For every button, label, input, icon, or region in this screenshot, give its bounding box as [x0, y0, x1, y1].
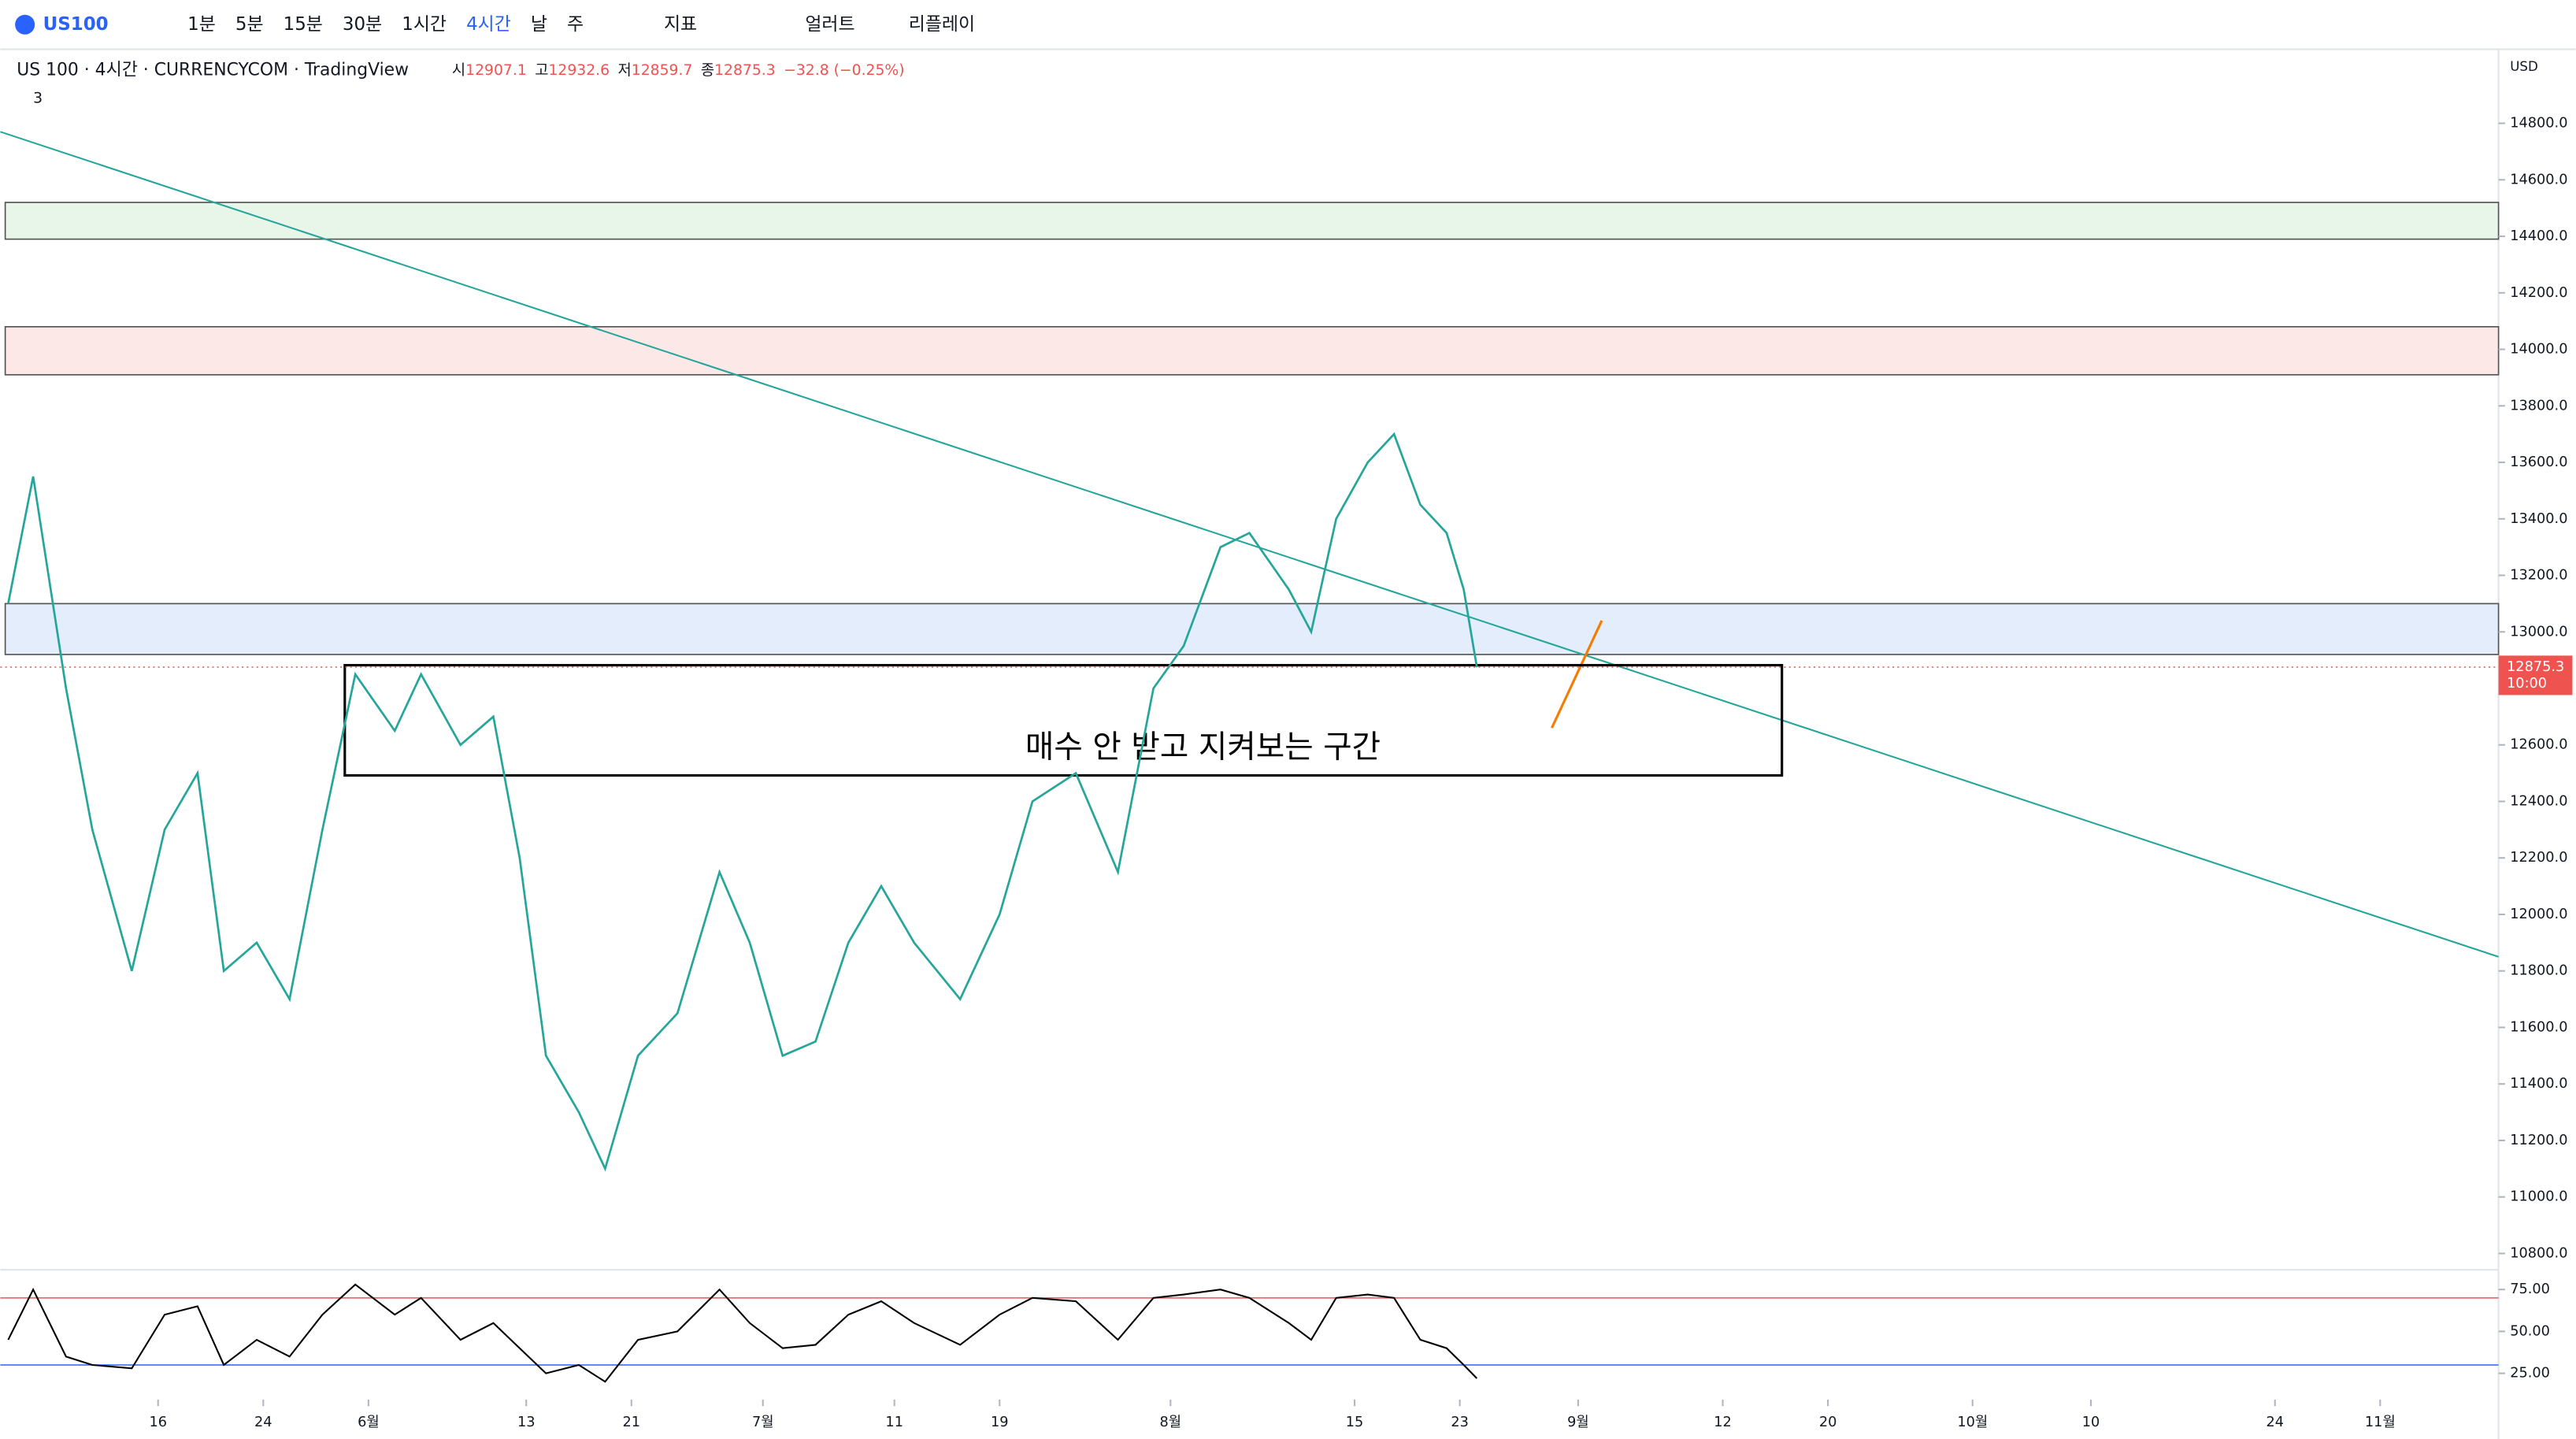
symbol[interactable]: US100	[43, 14, 109, 35]
legend-low: 12859.7	[632, 62, 693, 79]
price-zone	[4, 325, 2500, 376]
y-tick-label: 14800.0	[2510, 116, 2567, 132]
y-tick-label: 11000.0	[2510, 1189, 2567, 1205]
interval-button[interactable]: 5분	[235, 14, 264, 35]
x-tick-label: 20	[1819, 1415, 1837, 1430]
legend-open: 12907.1	[465, 62, 527, 79]
x-tick-label: 7월	[752, 1414, 774, 1430]
y-tick-label: 14200.0	[2510, 285, 2567, 301]
alert-button[interactable]: 얼러트	[805, 14, 854, 35]
y-tick-label: 14000.0	[2510, 342, 2567, 358]
x-tick-label: 23	[1451, 1415, 1469, 1430]
legend-change: −32.8 (−0.25%)	[784, 62, 904, 79]
interval-button[interactable]: 30분	[343, 14, 382, 35]
y-tick-label: 13000.0	[2510, 624, 2567, 640]
y-tick-label: 11600.0	[2510, 1019, 2567, 1035]
interval-button[interactable]: 1시간	[402, 14, 447, 35]
price-line	[7, 432, 1478, 1172]
x-tick-label: 8월	[1160, 1414, 1182, 1430]
legend-close-label: 종	[701, 62, 714, 79]
interval-button[interactable]: 날	[531, 14, 547, 35]
legend-open-label: 시	[452, 62, 465, 79]
x-tick-label: 11	[885, 1415, 903, 1430]
trendline	[0, 131, 2499, 958]
toolbar	[0, 0, 2576, 50]
symbol-icon	[15, 14, 35, 35]
x-tick-label: 9월	[1567, 1414, 1589, 1430]
y-tick-label: 12400.0	[2510, 793, 2567, 809]
price-zone	[4, 603, 2500, 655]
x-tick-label: 12	[1714, 1415, 1732, 1430]
y-tick-label: 11800.0	[2510, 963, 2567, 979]
annotation-text: 매수 안 받고 지켜보는 구간	[1025, 729, 1381, 766]
y-tick-label: 10800.0	[2510, 1245, 2567, 1261]
x-tick-label: 15	[1346, 1415, 1364, 1430]
x-tick-label: 13	[517, 1415, 536, 1430]
x-tick-label: 6월	[358, 1414, 380, 1430]
y-tick-label: 13400.0	[2510, 511, 2567, 527]
rsi-line	[7, 1283, 1478, 1383]
y-tick-label: 13600.0	[2510, 454, 2567, 470]
interval-button[interactable]: 주	[567, 14, 584, 35]
x-tick-label: 24	[2266, 1415, 2284, 1430]
collapsed-count[interactable]: 3	[33, 91, 43, 107]
y-tick-label: 11400.0	[2510, 1076, 2567, 1092]
last-price-tag	[2498, 655, 2573, 695]
legend-high: 12932.6	[548, 62, 610, 79]
x-tick-label: 19	[991, 1415, 1009, 1430]
x-tick-label: 11월	[2365, 1414, 2396, 1430]
y-tick-label: 12200.0	[2510, 850, 2567, 866]
last-price-time: 10:00	[2507, 676, 2547, 692]
y-tick-label: 14400.0	[2510, 228, 2567, 244]
last-price-label: 12875.3	[2507, 659, 2564, 675]
replay-button[interactable]: 리플레이	[909, 14, 975, 35]
currency: USD	[2510, 59, 2538, 74]
x-tick-label: 21	[623, 1415, 641, 1430]
legend-close: 12875.3	[714, 62, 776, 79]
y-tick-label: 12000.0	[2510, 907, 2567, 922]
y-tick-label: 13800.0	[2510, 398, 2567, 414]
y-tick-label: 13200.0	[2510, 568, 2567, 584]
rsi-tick-label: 25.00	[2510, 1366, 2550, 1382]
legend-high-label: 고	[535, 62, 548, 79]
x-tick-label: 10	[2082, 1415, 2100, 1430]
x-tick-label: 10월	[1957, 1414, 1988, 1430]
y-tick-label: 12600.0	[2510, 737, 2567, 753]
y-tick-label: 14600.0	[2510, 172, 2567, 187]
y-tick-label: 11200.0	[2510, 1133, 2567, 1148]
x-tick-label: 24	[254, 1415, 272, 1430]
legend-low-label: 저	[618, 61, 632, 79]
rsi-tick-label: 50.00	[2510, 1323, 2550, 1339]
interval-button[interactable]: 1분	[187, 14, 216, 35]
interval-button[interactable]: 15분	[284, 14, 323, 35]
indicators-button[interactable]: 지표	[664, 14, 697, 35]
legend-title: US 100 · 4시간 · CURRENCYCOM · TradingView	[17, 61, 409, 80]
pen-drawing	[1551, 620, 1603, 729]
price-zone	[4, 202, 2500, 240]
x-tick-label: 16	[149, 1415, 167, 1430]
interval-button[interactable]: 4시간	[466, 14, 511, 35]
rsi-tick-label: 75.00	[2510, 1281, 2550, 1297]
